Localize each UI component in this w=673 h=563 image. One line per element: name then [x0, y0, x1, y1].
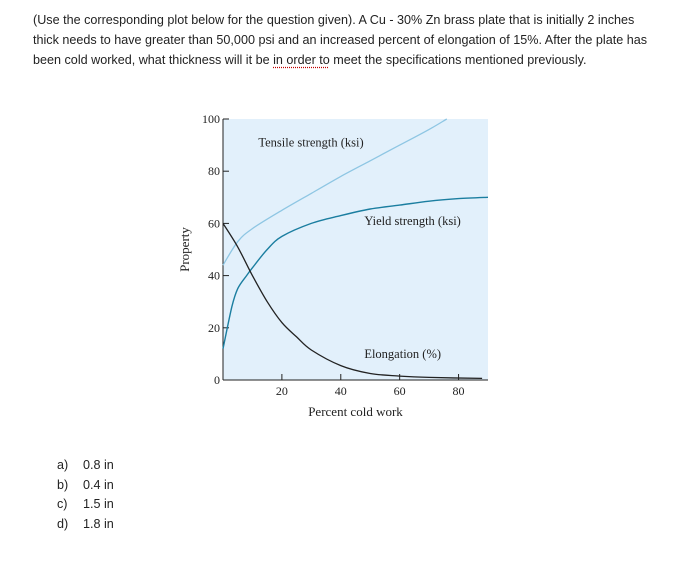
- y-tick-label: 60: [208, 216, 220, 230]
- grammar-marked-phrase: in order to: [273, 53, 330, 67]
- y-axis-label: Property: [177, 227, 192, 272]
- elongation-line: [222, 223, 483, 380]
- x-tick-label: 80: [453, 384, 465, 398]
- yield-strength-label: Yield strength (ksi): [364, 214, 461, 228]
- chart-ticks: 0 20 40 60 80 100 20 40 60 80: [202, 112, 465, 398]
- option-letter: c): [57, 497, 68, 511]
- elongation-label: Elongation (%): [364, 347, 441, 361]
- question-text-end: meet the specifications mentioned previo…: [329, 53, 587, 67]
- option-b: b) 0.4 in: [57, 476, 114, 496]
- y-tick-label: 80: [208, 164, 220, 178]
- question-text-start: (Use the corresponding plot below for th…: [33, 13, 648, 67]
- option-value: 0.4 in: [83, 477, 114, 492]
- option-letter: b): [57, 477, 69, 492]
- option-letter: a): [57, 458, 69, 472]
- y-tick-label: 100: [202, 112, 220, 126]
- option-value: 1.8 in: [83, 516, 114, 531]
- x-tick-label: 20: [276, 384, 288, 398]
- chart-labels: Tensile strength (ksi) Yield strength (ks…: [177, 135, 461, 419]
- x-tick-label: 40: [335, 384, 347, 398]
- option-c: c) 1.5 in: [57, 495, 114, 515]
- x-axis-label: Percent cold work: [308, 404, 403, 419]
- chart-series: [222, 118, 489, 380]
- option-d: d) 1.8 in: [57, 515, 114, 535]
- property-vs-cold-work-chart: 0 20 40 60 80 100 20 40 60 80 Tensile strength (k…: [177, 112, 489, 419]
- question-text: (Use the corresponding plot below for th…: [33, 10, 658, 70]
- tensile-strength-label: Tensile strength (ksi): [258, 135, 363, 149]
- option-letter: d): [57, 516, 69, 531]
- option-a: a) 0.8 in: [57, 456, 114, 476]
- yield-strength-line: [222, 196, 489, 349]
- option-value: 1.5 in: [83, 497, 114, 511]
- x-tick-label: 60: [394, 384, 406, 398]
- tensile-strength-line: [222, 118, 448, 266]
- y-tick-label: 0: [214, 373, 220, 387]
- answer-options: a) 0.8 in b) 0.4 in c) 1.5 in d) 1.8 in: [57, 456, 114, 534]
- y-tick-label: 40: [208, 269, 220, 283]
- y-tick-label: 20: [208, 321, 220, 335]
- chart-axes: [222, 119, 488, 381]
- option-value: 0.8 in: [83, 458, 114, 472]
- plot-background: [223, 119, 488, 380]
